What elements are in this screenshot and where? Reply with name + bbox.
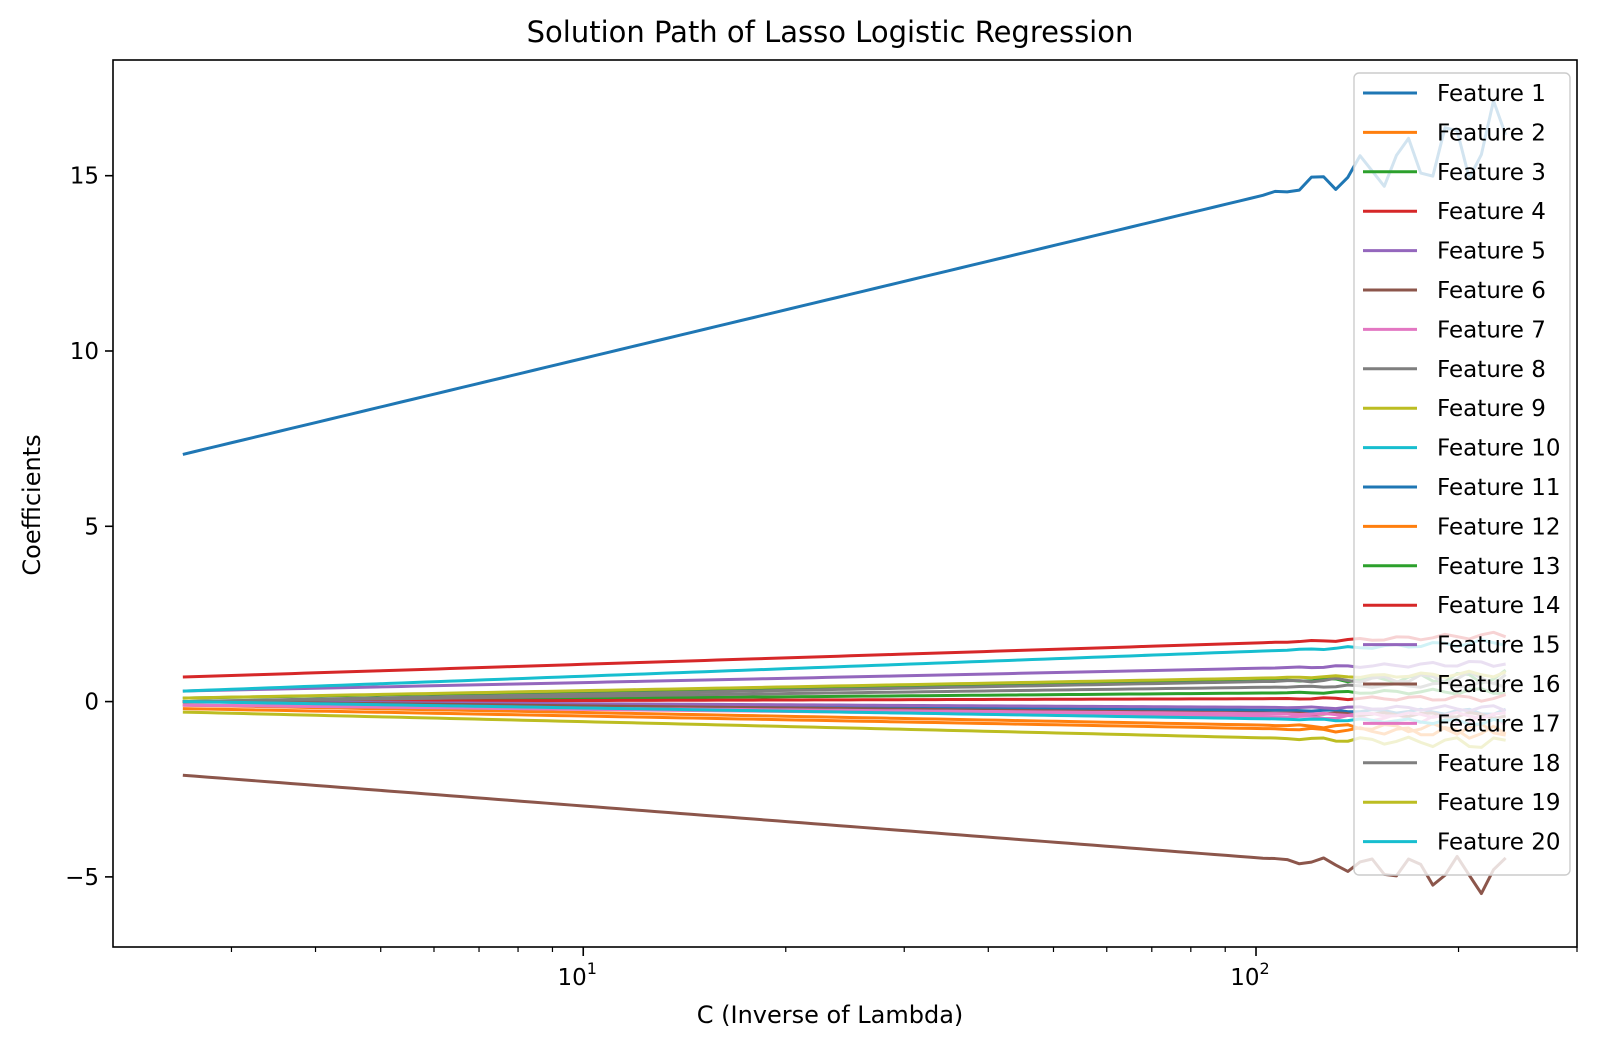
series-layer [182,99,1508,896]
legend-box [1353,72,1571,876]
series-line-4 [182,630,1507,679]
x-tick-label: 101 [558,959,597,991]
y-tick-label: 0 [84,690,99,716]
legend-label: Feature 6 [1437,278,1546,304]
legend-label: Feature 10 [1437,436,1561,462]
legend: Feature 1 Feature 2 Feature 3 Feature 4 Feat… [1353,72,1571,876]
legend-label: Feature 14 [1437,593,1561,619]
series-line-12 [182,707,1507,740]
legend-label: Feature 13 [1437,554,1561,580]
legend-label: Feature 4 [1437,199,1546,225]
series-line-17 [182,703,1506,720]
legend-label: Feature 20 [1437,830,1561,856]
legend-label: Feature 16 [1437,672,1561,698]
legend-label: Feature 19 [1437,790,1561,816]
legend-label: Feature 9 [1437,396,1546,422]
legend-label: Feature 18 [1437,751,1561,777]
series-line-2 [182,703,1506,737]
x-axis-label: C (Inverse of Lambda) [697,1001,964,1029]
series-line-9 [182,710,1506,749]
x-tick-label: 102 [1230,959,1269,991]
legend-label: Feature 11 [1437,475,1561,501]
series-line-5 [182,659,1506,693]
legend-label: Feature 12 [1437,514,1561,540]
legend-label: Feature 17 [1437,711,1561,737]
legend-label: Feature 7 [1437,317,1546,343]
series-line-20 [182,700,1506,726]
y-axis-label: Coefficients [18,434,46,575]
legend-label: Feature 5 [1437,239,1546,265]
legend-label: Feature 3 [1437,160,1546,186]
series-line-18 [182,680,1507,704]
series-line-1 [182,99,1508,456]
y-tick-label: 10 [70,339,99,365]
y-tick-label: −5 [65,865,99,891]
y-tick-label: 15 [70,164,99,190]
chart-title: Solution Path of Lasso Logistic Regressi… [527,15,1134,49]
series-line-10 [182,638,1506,693]
legend-label: Feature 15 [1437,633,1561,659]
legend-label: Feature 2 [1437,120,1546,146]
axes-layer: −5 0 5 10 15 101 102 [65,59,1578,991]
legend-label: Feature 1 [1437,81,1546,107]
series-line-6 [182,773,1507,896]
series-line-14 [182,693,1507,704]
legend-label: Feature 8 [1437,357,1546,383]
plot-frame [112,59,1578,948]
y-tick-label: 5 [84,514,99,540]
series-line-19 [182,669,1507,700]
